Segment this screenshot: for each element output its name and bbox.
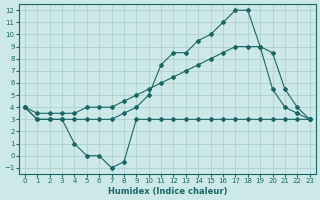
X-axis label: Humidex (Indice chaleur): Humidex (Indice chaleur) [108,187,227,196]
